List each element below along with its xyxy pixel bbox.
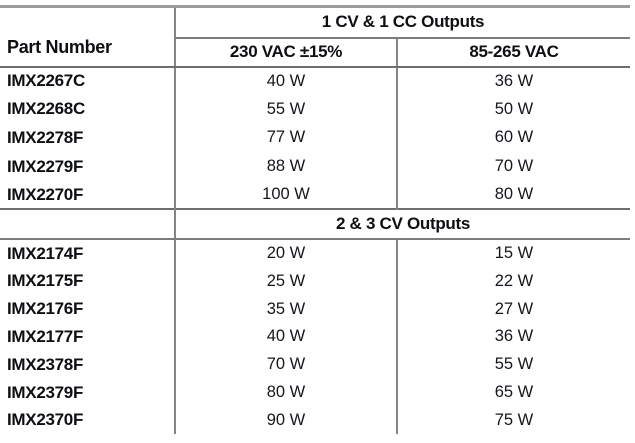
table-row: IMX2370F 90 W 75 W [0,406,630,435]
section-2-banner-row: 2 & 3 CV Outputs [0,208,630,241]
col-header-230vac: 230 VAC ±15% [174,37,397,68]
power-230vac-cell: 100 W [174,180,397,210]
table-row: IMX2268C 55 W 50 W [0,95,630,124]
power-85-265vac-cell: 22 W [396,267,630,296]
section-1-title: 1 CV & 1 CC Outputs [174,5,630,39]
power-230vac-cell: 40 W [174,66,397,96]
power-230vac-cell: 20 W [174,239,397,268]
power-85-265vac-cell: 65 W [396,378,630,407]
col-header-85-265vac: 85-265 VAC [396,37,630,68]
part-number-header: Part Number [0,5,175,68]
part-number-cell: IMX2177F [7,326,84,346]
part-number-cell: IMX2379F [7,382,84,402]
part-number-cell: IMX2370F [7,410,84,430]
power-ratings-table: Part Number 1 CV & 1 CC Outputs 230 VAC … [0,5,630,435]
table-row: IMX2176F 35 W 27 W [0,295,630,323]
part-number-cell: IMX2175F [7,271,84,291]
table-row: IMX2379F 80 W 65 W [0,378,630,407]
power-85-265vac-cell: 15 W [396,239,630,268]
power-85-265vac-cell: 27 W [396,295,630,323]
table-row: IMX2279F 88 W 70 W [0,152,630,181]
power-85-265vac-cell: 50 W [396,95,630,124]
part-number-cell: IMX2267C [7,71,85,91]
power-85-265vac-cell: 60 W [396,123,630,153]
power-230vac-cell: 88 W [174,152,397,181]
power-230vac-cell: 90 W [174,406,397,435]
power-85-265vac-cell: 80 W [396,180,630,210]
part-number-cell: IMX2278F [7,127,84,147]
power-230vac-cell: 70 W [174,350,397,379]
power-230vac-cell: 77 W [174,123,397,153]
power-85-265vac-cell: 75 W [396,406,630,435]
power-85-265vac-cell: 36 W [396,323,630,351]
section-2-title: 2 & 3 CV Outputs [174,208,630,241]
part-number-cell: IMX2268C [7,99,85,119]
table-row: IMX2267C 40 W 36 W [0,66,630,96]
power-230vac-cell: 35 W [174,295,397,323]
table-row: IMX2278F 77 W 60 W [0,123,630,153]
part-number-cell: IMX2279F [7,156,84,176]
power-230vac-cell: 40 W [174,323,397,351]
table-row: IMX2270F 100 W 80 W [0,180,630,210]
part-number-cell: IMX2378F [7,354,84,374]
power-230vac-cell: 25 W [174,267,397,296]
table-row: IMX2378F 70 W 55 W [0,350,630,379]
power-230vac-cell: 80 W [174,378,397,407]
power-85-265vac-cell: 36 W [396,66,630,96]
part-number-cell: IMX2174F [7,243,84,263]
table-row: IMX2175F 25 W 22 W [0,267,630,296]
header-row-top: Part Number 1 CV & 1 CC Outputs [0,5,630,68]
part-number-cell: IMX2270F [7,184,84,204]
part-number-cell: IMX2176F [7,299,84,319]
table-row: IMX2174F 20 W 15 W [0,239,630,268]
power-85-265vac-cell: 70 W [396,152,630,181]
empty-cell [0,208,175,241]
power-230vac-cell: 55 W [174,95,397,124]
header-row-sub: 230 VAC ±15% 85-265 VAC [0,37,630,68]
power-85-265vac-cell: 55 W [396,350,630,379]
table-row: IMX2177F 40 W 36 W [0,323,630,351]
